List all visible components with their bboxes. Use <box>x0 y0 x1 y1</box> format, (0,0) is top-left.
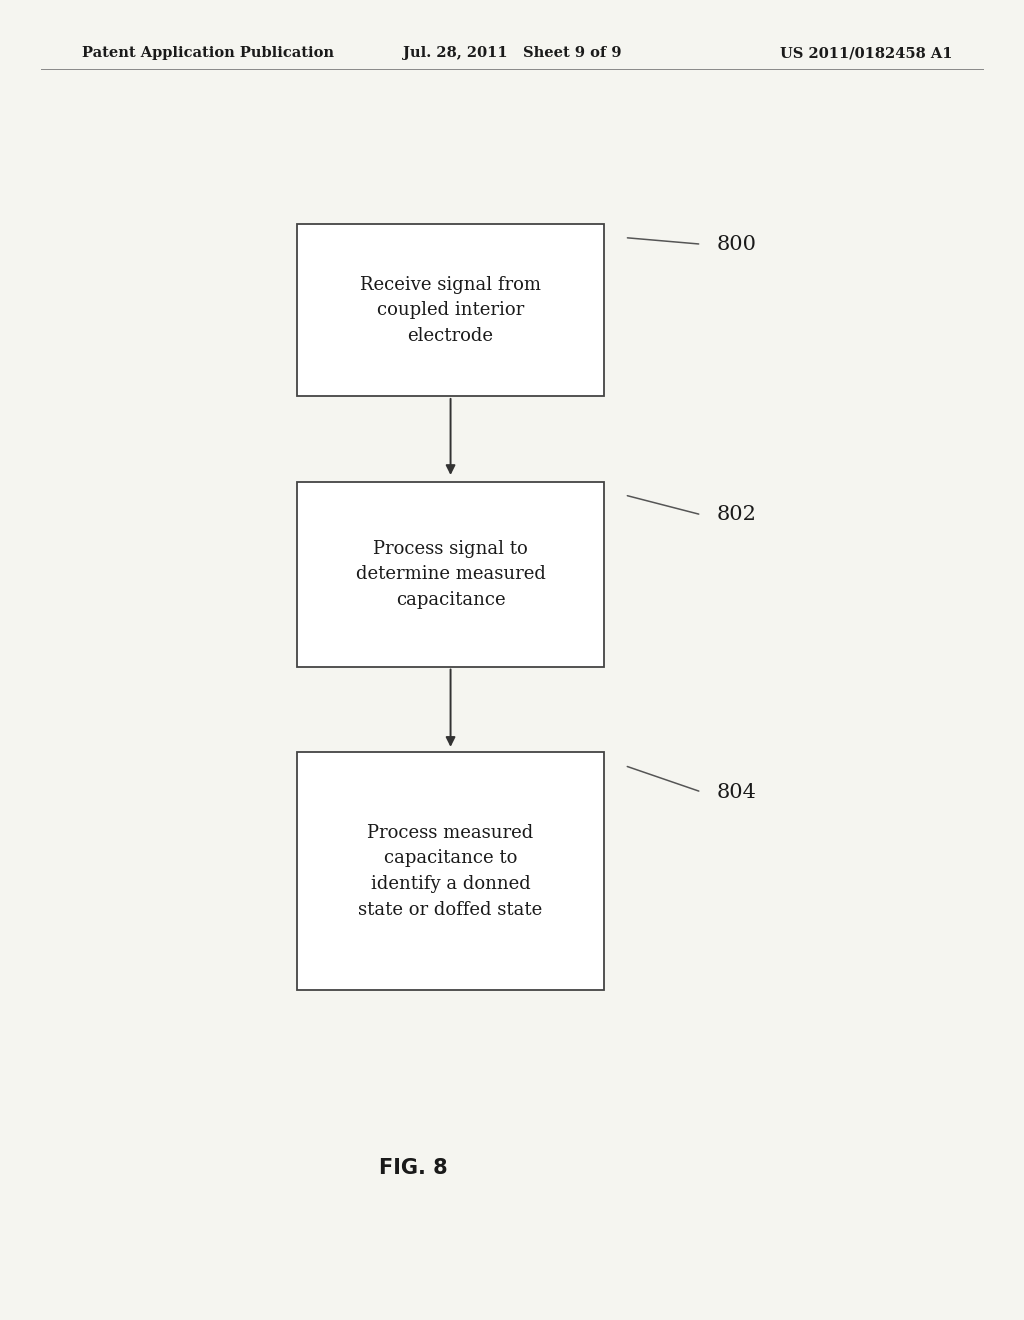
Bar <box>297 752 604 990</box>
Text: Receive signal from
coupled interior
electrode: Receive signal from coupled interior ele… <box>360 276 541 345</box>
Text: Process measured
capacitance to
identify a donned
state or doffed state: Process measured capacitance to identify… <box>358 824 543 919</box>
Text: Jul. 28, 2011   Sheet 9 of 9: Jul. 28, 2011 Sheet 9 of 9 <box>402 46 622 61</box>
Text: US 2011/0182458 A1: US 2011/0182458 A1 <box>780 46 952 61</box>
Text: FIG. 8: FIG. 8 <box>379 1158 447 1179</box>
Bar <box>297 224 604 396</box>
Text: Patent Application Publication: Patent Application Publication <box>82 46 334 61</box>
Text: 804: 804 <box>717 783 757 801</box>
Text: 802: 802 <box>717 506 757 524</box>
Bar <box>297 482 604 667</box>
Text: 800: 800 <box>717 235 757 253</box>
Text: Process signal to
determine measured
capacitance: Process signal to determine measured cap… <box>355 540 546 609</box>
